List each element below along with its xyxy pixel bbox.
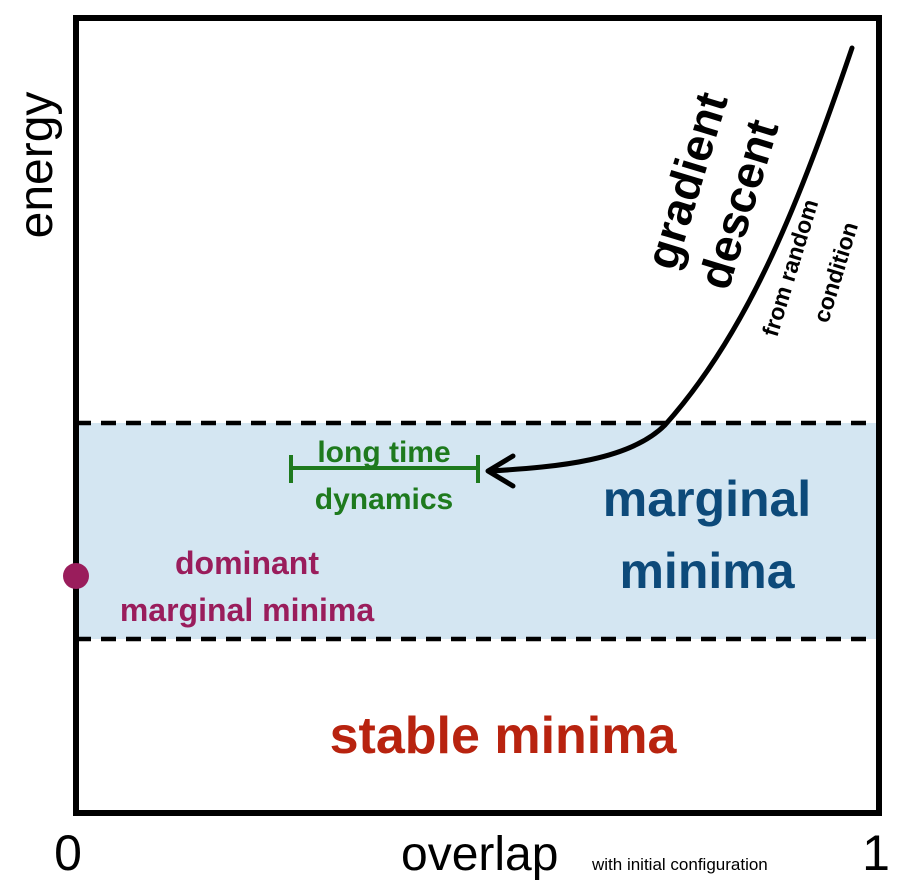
dominant-marginal-minima-label: marginal minima	[120, 592, 375, 628]
plot-frame	[73, 15, 882, 816]
gradient-descent-curve	[487, 45, 855, 474]
marginal-label: marginal	[603, 471, 811, 527]
x-axis-label-suffix: with initial configuration	[591, 855, 768, 874]
condition-label: condition	[808, 219, 863, 326]
gradient-descent-arrowhead	[485, 453, 516, 489]
x-tick-zero: 0	[54, 825, 82, 881]
dynamics-label: dynamics	[315, 483, 453, 516]
x-axis-label: overlap	[401, 828, 558, 881]
y-axis-label: energy	[10, 92, 63, 239]
long-time-label: long time	[317, 436, 450, 469]
stable-minima-label: stable minima	[330, 707, 678, 765]
minima-label: minima	[619, 543, 795, 599]
x-tick-one: 1	[862, 825, 890, 881]
dominant-minima-dot	[63, 563, 89, 589]
dominant-label: dominant	[175, 545, 319, 581]
